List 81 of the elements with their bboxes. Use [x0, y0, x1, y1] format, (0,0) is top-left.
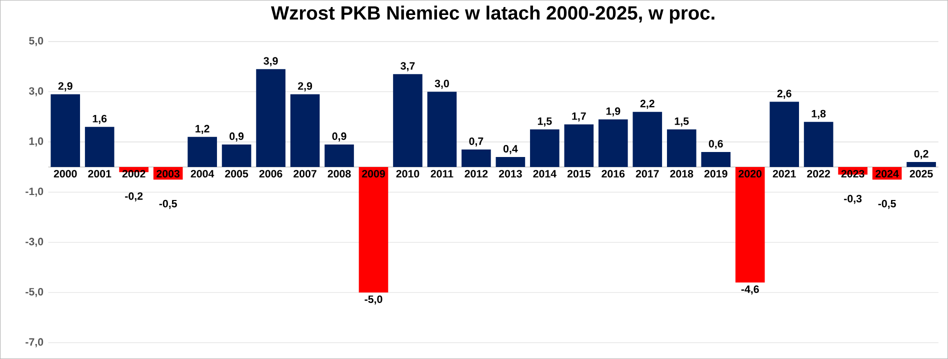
- data-label: 2,9: [58, 82, 72, 92]
- y-tick-label: 3,0: [28, 87, 44, 96]
- data-label: 3,0: [434, 80, 449, 89]
- bar: [324, 144, 354, 168]
- bar: [50, 94, 80, 168]
- x-tick-label: 2006: [259, 170, 282, 178]
- data-label: 1,5: [674, 117, 689, 126]
- data-label: 0,6: [708, 140, 723, 150]
- data-label: 0,9: [230, 132, 244, 142]
- data-label: -0,3: [844, 194, 862, 204]
- x-tick-label: 2000: [54, 170, 77, 178]
- x-tick-label: 2024: [876, 170, 899, 178]
- data-label: 0,7: [469, 137, 484, 147]
- bar: [735, 167, 765, 282]
- x-tick-label: 2001: [88, 170, 112, 178]
- bar: [358, 167, 388, 293]
- data-label: -0,2: [125, 192, 143, 202]
- data-label: -0,5: [159, 200, 177, 209]
- bar: [770, 102, 799, 168]
- bar: [84, 126, 114, 168]
- x-tick-label: 2020: [738, 170, 762, 178]
- x-tick-label: 2018: [670, 170, 694, 178]
- data-label: 0,9: [332, 132, 346, 142]
- bar: [804, 122, 834, 168]
- x-tick-label: 2016: [602, 170, 625, 178]
- data-label: 1,7: [572, 112, 586, 122]
- data-label: 1,9: [606, 107, 620, 116]
- bar: [427, 92, 457, 168]
- data-label: 2,6: [777, 90, 792, 99]
- bar: [290, 94, 320, 168]
- y-tick-label: -1,0: [26, 188, 44, 197]
- data-label: 0,4: [503, 144, 518, 154]
- bar: [632, 112, 662, 168]
- y-tick-label: -7,0: [26, 338, 44, 348]
- bar: [496, 157, 526, 168]
- x-tick-label: 2012: [464, 170, 488, 178]
- bar: [701, 152, 731, 168]
- bar: [188, 136, 217, 168]
- data-label: 0,2: [914, 150, 928, 160]
- x-tick-label: 2011: [430, 170, 454, 178]
- bar: [530, 129, 560, 168]
- x-tick-label: 2010: [396, 170, 420, 178]
- y-tick-label: -3,0: [26, 238, 44, 247]
- bar: [462, 149, 491, 168]
- x-tick-label: 2003: [156, 170, 180, 178]
- x-tick-label: 2008: [328, 170, 351, 178]
- data-label: 3,9: [264, 57, 278, 66]
- x-tick-label: 2004: [190, 170, 214, 178]
- x-tick-label: 2021: [772, 170, 796, 178]
- x-tick-label: 2013: [498, 170, 522, 178]
- bar: [564, 124, 594, 168]
- data-label: 1,8: [812, 110, 826, 119]
- x-tick-label: 2019: [704, 170, 728, 178]
- data-label: 2,9: [298, 82, 312, 92]
- x-tick-label: 2025: [910, 170, 933, 178]
- data-label: 3,7: [400, 62, 415, 72]
- chart-title: Wzrost PKB Niemiec w latach 2000-2025, w proc.: [270, 6, 714, 24]
- x-tick-label: 2015: [567, 170, 590, 178]
- y-tick-label: 1,0: [29, 137, 44, 146]
- data-label: 1,5: [538, 117, 552, 126]
- data-label: 2,2: [640, 100, 654, 109]
- data-label: 1,6: [92, 114, 107, 124]
- bar: [222, 144, 252, 168]
- x-tick-label: 2022: [807, 170, 830, 178]
- data-label: 1,2: [196, 124, 210, 134]
- x-tick-label: 2014: [533, 170, 556, 178]
- x-tick-label: 2005: [225, 170, 248, 178]
- data-label: -5,0: [364, 295, 382, 305]
- x-tick-label: 2007: [294, 170, 316, 178]
- bar: [393, 74, 422, 168]
- x-tick-label: 2017: [636, 170, 659, 178]
- data-label: -0,5: [878, 200, 896, 209]
- bar: [598, 119, 628, 168]
- x-tick-label: 2002: [122, 170, 146, 178]
- data-label: -4,6: [741, 285, 759, 295]
- y-tick-label: 5,0: [29, 37, 44, 46]
- y-tick-label: -5,0: [26, 288, 44, 298]
- bar: [256, 69, 286, 168]
- bar: [906, 162, 936, 168]
- bar: [666, 129, 696, 168]
- x-tick-label: 2009: [362, 170, 385, 178]
